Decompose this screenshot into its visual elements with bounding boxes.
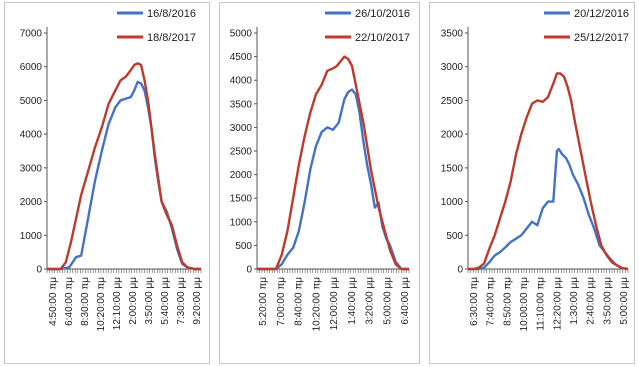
x-tick-label: 2:40:00 μμ (586, 277, 597, 325)
series-line-25/12/2017 (468, 72, 629, 271)
x-tick-label: 7:30:00 μμ (176, 277, 187, 325)
y-tick-label: 500 (446, 231, 463, 242)
x-tick-label: 1:40:00 μμ (347, 277, 358, 325)
x-tick-label: 12:00:00 μμ (329, 277, 340, 330)
x-tick-label: 5:40:00 μμ (160, 277, 171, 325)
y-tick-label: 0 (246, 265, 252, 276)
y-tick-label: 1000 (230, 217, 253, 228)
x-tick-label: 6:40:00 πμ (64, 277, 75, 326)
y-tick-label: 0 (457, 265, 463, 276)
x-tick-label: 8:50:00 πμ (502, 277, 513, 326)
y-tick-label: 5000 (230, 29, 253, 40)
x-tick-label: 8:40:00 πμ (294, 277, 305, 326)
x-tick-label: 2:00:00 μμ (128, 277, 139, 325)
x-tick-label: 9:20:00 μμ (192, 277, 203, 325)
y-tick-label: 3000 (441, 62, 464, 73)
legend-label: 25/12/2017 (574, 32, 629, 44)
x-tick-label: 12:20:00 μμ (552, 277, 563, 330)
x-tick-label: 8:30:00 πμ (80, 277, 91, 326)
y-tick-label: 0 (36, 265, 42, 276)
chart-2-svg: 0 500 1000 1500 2000 2500 3000 3500 4000 4500 5000… (230, 8, 411, 332)
x-tick-label: 7:00:00 πμ (276, 277, 287, 326)
x-tick-label: 7:40:00 πμ (486, 277, 497, 326)
x-tick-label: 12:10:00 μμ (112, 277, 123, 330)
y-tick-label: 2000 (441, 130, 464, 141)
y-tick-label: 2000 (20, 197, 43, 208)
series-line-20/12/2016 (468, 147, 629, 271)
legend-label: 26/10/2016 (355, 8, 410, 20)
chart-3-svg: 0 500 1000 1500 2000 2500 3000 3500 6:30:00 πμ 7:… (441, 8, 630, 332)
y-tick-label: 7000 (20, 29, 43, 40)
y-tick-label: 5000 (20, 96, 43, 107)
x-tick-label: 1:30:00 μμ (569, 277, 580, 325)
y-tick-label: 4000 (20, 130, 43, 141)
y-tick-label: 1000 (20, 231, 43, 242)
x-tick-label: 5:20:00 πμ (258, 277, 269, 326)
chart-panel-3: 0 500 1000 1500 2000 2500 3000 3500 6:30:00 πμ 7:… (429, 2, 635, 364)
series-line-26/10/2016 (257, 88, 409, 271)
x-tick-label: 6:30:00 πμ (469, 277, 480, 326)
x-tick-label: 10:20:00 πμ (311, 277, 322, 332)
y-tick-label: 2000 (230, 170, 253, 181)
x-tick-label: 10:00:00 πμ (519, 277, 530, 332)
series-line-18/8/2017 (47, 62, 201, 271)
x-tick-label: 5:00:00 μμ (382, 277, 393, 325)
chart-1-svg: 0 1000 2000 3000 4000 5000 6000 7000 4:50:00 πμ 6… (20, 8, 203, 332)
legend-label: 22/10/2017 (355, 32, 410, 44)
x-tick-label: 4:50:00 πμ (48, 277, 59, 326)
x-tick-label: 10:20:00 πμ (96, 277, 107, 332)
y-tick-label: 2500 (230, 147, 253, 158)
x-tick-label: 6:40:00 μμ (400, 277, 411, 325)
x-tick-label: 3:50:00 μμ (602, 277, 613, 325)
y-tick-label: 500 (235, 241, 252, 252)
legend-label: 20/12/2016 (574, 8, 629, 20)
y-tick-label: 3500 (230, 99, 253, 110)
y-tick-label: 1500 (441, 163, 464, 174)
x-tick-label: 11:10:00 πμ (536, 277, 547, 331)
y-tick-label: 2500 (441, 96, 464, 107)
legend-label: 16/8/2016 (147, 8, 196, 20)
y-tick-label: 1000 (441, 197, 464, 208)
x-tick-label: 3:50:00 μμ (144, 277, 155, 325)
y-tick-label: 3500 (441, 29, 464, 40)
legend-label: 18/8/2017 (147, 32, 196, 44)
y-tick-label: 4500 (230, 52, 253, 63)
chart-panel-1: 0 1000 2000 3000 4000 5000 6000 7000 4:50:00 πμ 6… (4, 2, 210, 364)
y-tick-label: 6000 (20, 62, 43, 73)
x-tick-label: 3:20:00 μμ (365, 277, 376, 325)
y-tick-label: 3000 (230, 123, 253, 134)
y-tick-label: 4000 (230, 76, 253, 87)
x-tick-label: 5:00:00 μμ (619, 277, 630, 325)
y-tick-label: 1500 (230, 194, 253, 205)
y-tick-label: 3000 (20, 163, 43, 174)
chart-panel-2: 0 500 1000 1500 2000 2500 3000 3500 4000 4500 5000… (219, 2, 420, 364)
series-line-22/10/2017 (257, 55, 409, 271)
